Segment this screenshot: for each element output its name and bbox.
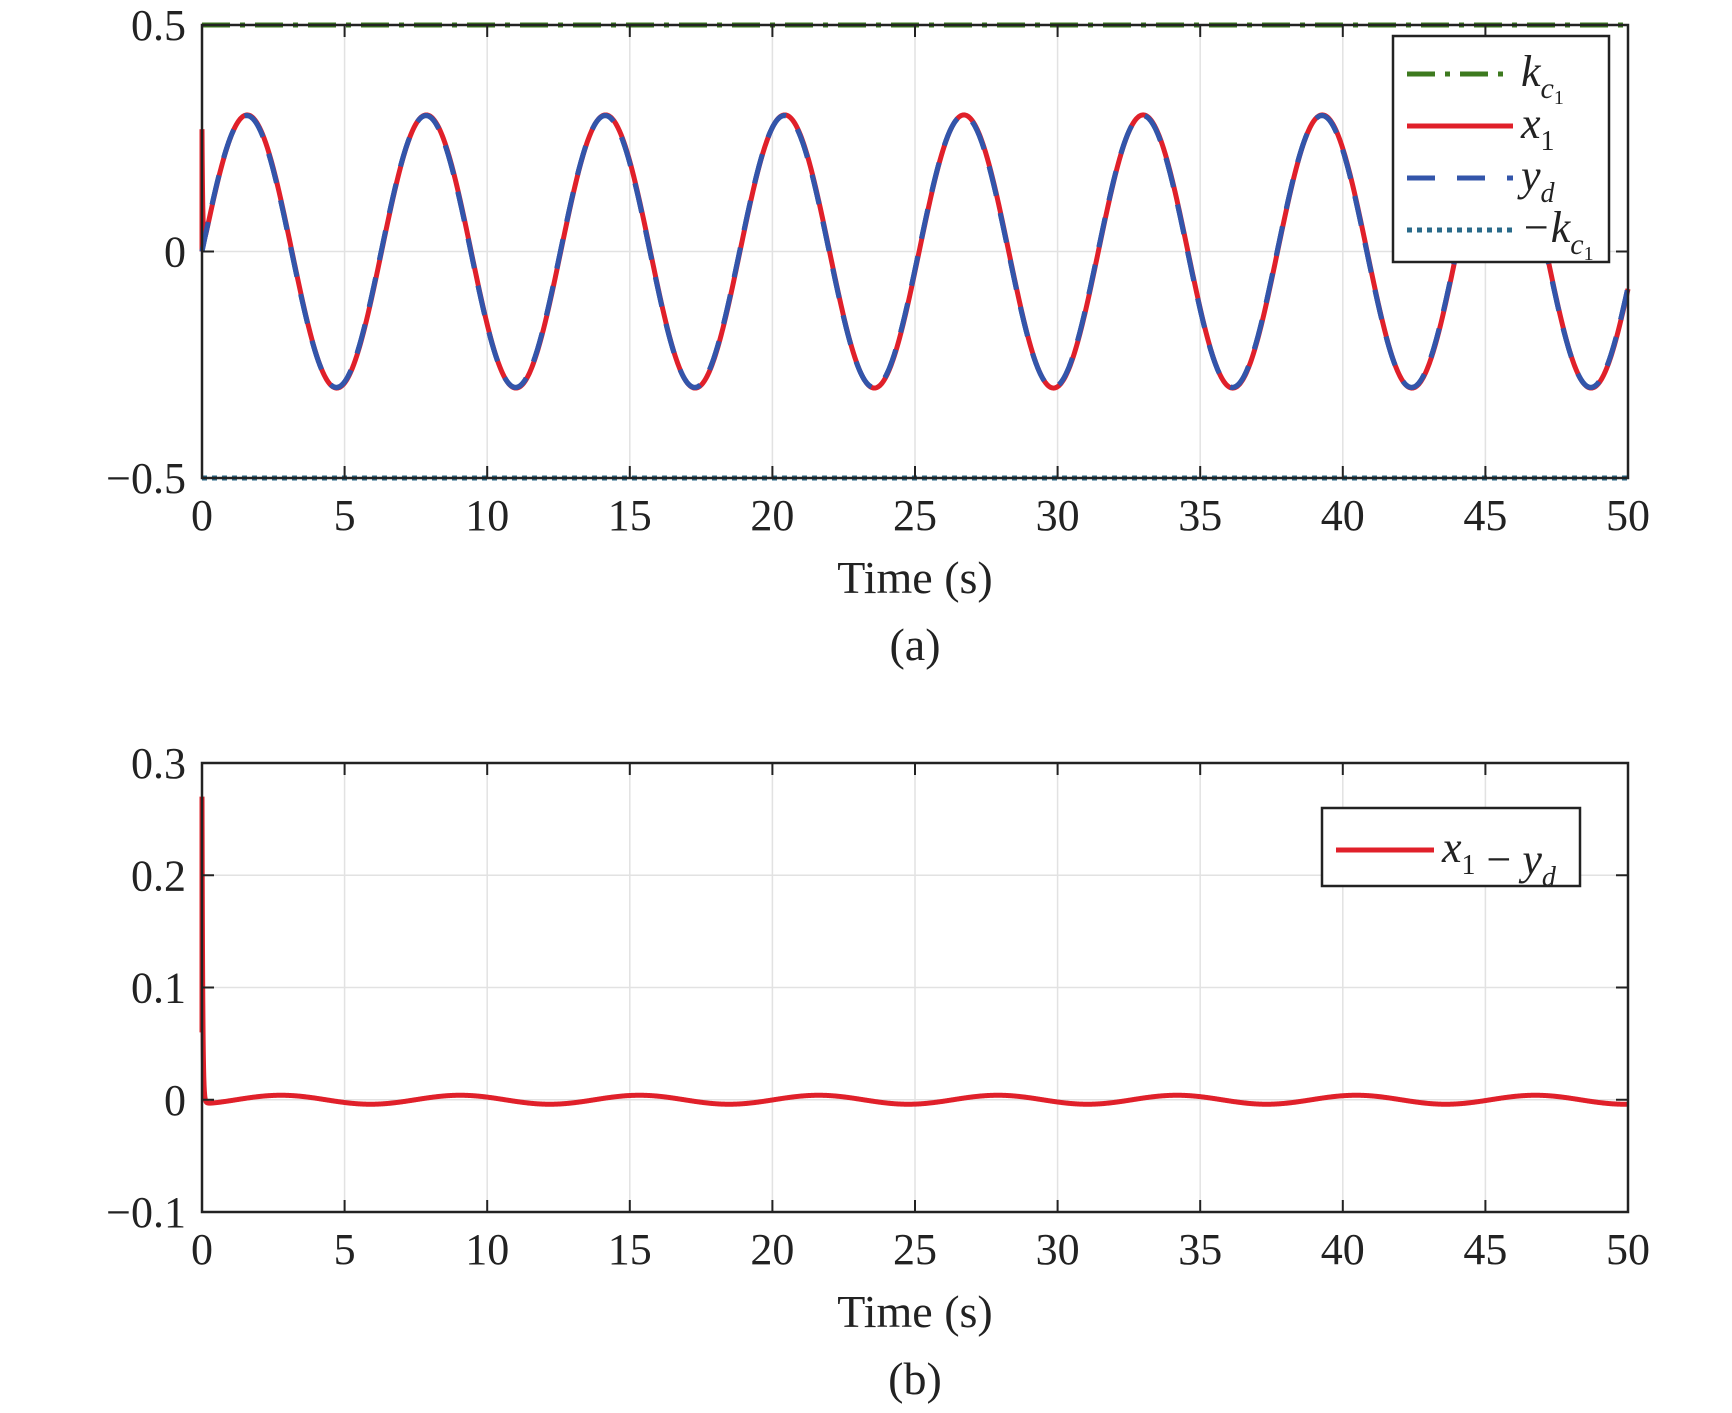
x-tick-label: 35: [1178, 491, 1222, 540]
y-tick-label: −0.1: [106, 1188, 186, 1237]
legend: x1 − yd: [1320, 806, 1582, 893]
x-tick-label: 0: [191, 1225, 213, 1274]
x-tick-label: 25: [893, 491, 937, 540]
x-tick-label: 50: [1606, 491, 1650, 540]
legend-box: [1320, 806, 1582, 888]
x-tick-label: 25: [893, 1225, 937, 1274]
x-tick-label: 30: [1036, 1225, 1080, 1274]
legend-label: yd: [1517, 151, 1556, 209]
x-tick-label: 5: [334, 491, 356, 540]
x-tick-label: 35: [1178, 1225, 1222, 1274]
x-tick-label: 15: [608, 491, 652, 540]
series-line-x1: [199, 112, 1631, 391]
x-tick-label: 45: [1463, 491, 1507, 540]
subfigure-caption: (a): [889, 619, 940, 670]
series-line-x1-y-d: [199, 796, 1628, 1107]
x-tick-label: 10: [465, 491, 509, 540]
legend-label: kc1: [1521, 47, 1564, 109]
y-tick-label: 0: [164, 1076, 186, 1125]
legend-label: x1: [1520, 99, 1555, 157]
x-tick-label: 45: [1463, 1225, 1507, 1274]
y-tick-label: 0.1: [131, 964, 186, 1013]
x-tick-label: 10: [465, 1225, 509, 1274]
x-tick-label: 0: [191, 491, 213, 540]
x-tick-label: 40: [1321, 1225, 1365, 1274]
x-axis-label: Time (s): [837, 552, 993, 603]
x-tick-label: 15: [608, 1225, 652, 1274]
x-tick-label: 5: [334, 1225, 356, 1274]
x-tick-label: 20: [750, 1225, 794, 1274]
series-group: [199, 796, 1628, 1107]
x-tick-label: 30: [1036, 491, 1080, 540]
x-tick-label: 50: [1606, 1225, 1650, 1274]
legend-label: −kc1: [1521, 203, 1594, 265]
series-line-y-d-overlay: [199, 113, 1631, 390]
x-tick-label: 40: [1321, 491, 1365, 540]
y-tick-label: 0: [164, 228, 186, 277]
x-tick-label: 20: [750, 491, 794, 540]
subfigure-caption: (b): [888, 1353, 942, 1404]
y-tick-label: 0.5: [131, 1, 186, 50]
y-tick-label: 0.2: [131, 851, 186, 900]
legend-label: x1 − yd: [1441, 823, 1557, 893]
ticks: 0 5 10 15 20 25 30 35 40 45 50−0.100.10.20.3: [106, 739, 1650, 1274]
x-axis-label: Time (s): [837, 1286, 993, 1337]
y-tick-label: −0.5: [106, 454, 186, 503]
y-tick-label: 0.3: [131, 739, 186, 788]
ticks: 0 5 10 15 20 25 30 35 40 45 50−0.500.5: [106, 1, 1650, 540]
